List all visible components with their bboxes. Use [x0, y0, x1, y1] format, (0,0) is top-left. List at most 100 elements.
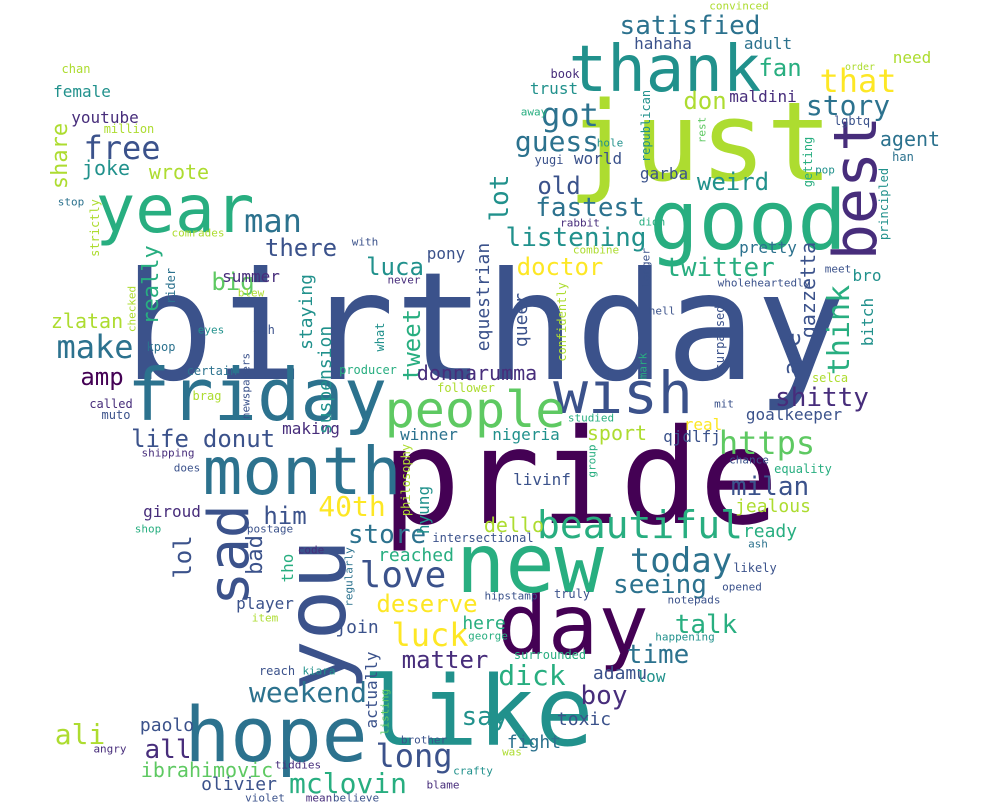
cloud-word: big	[211, 268, 255, 296]
cloud-word: talk	[674, 610, 738, 640]
cloud-word: wish	[553, 359, 693, 427]
cloud-word: like	[362, 656, 594, 768]
cloud-word: likely	[733, 561, 777, 575]
cloud-word: studied	[567, 411, 615, 425]
cloud-word: luca	[366, 253, 424, 281]
cloud-word: doctor	[516, 253, 604, 281]
cloud-word: comrades	[171, 226, 225, 240]
cloud-word: fastest	[535, 193, 645, 223]
cloud-word: maldini	[729, 87, 797, 106]
cloud-word: livinf	[513, 470, 571, 489]
cloud-word: share	[48, 122, 73, 190]
cloud-word: surrounded	[513, 648, 587, 662]
cloud-word: does	[173, 461, 201, 475]
cloud-word: fight	[506, 732, 562, 753]
cloud-word: are	[778, 332, 806, 376]
cloud-word: there	[264, 234, 338, 262]
cloud-word: all	[144, 735, 192, 765]
cloud-word: mclovin	[288, 767, 408, 800]
cloud-word: believe	[332, 791, 380, 805]
cloud-word: reach	[258, 664, 296, 678]
cloud-word: gazzetta	[796, 241, 820, 339]
cloud-word: hipstamp	[484, 589, 538, 603]
cloud-word: blame	[426, 778, 460, 792]
cloud-word: truly	[553, 587, 591, 601]
cloud-word: strictly	[88, 199, 102, 257]
cloud-word: today	[629, 541, 733, 581]
cloud-word: han	[892, 150, 914, 164]
cloud-word: dick	[498, 659, 566, 692]
cloud-word: intersectional	[432, 531, 534, 545]
cloud-word: need	[892, 48, 932, 67]
cloud-word: brother	[400, 733, 448, 747]
cloud-word: joke	[81, 156, 131, 180]
cloud-word: making	[282, 419, 340, 438]
cloud-word: toxic	[556, 709, 612, 730]
cloud-word: producer	[339, 363, 397, 377]
cloud-word: equality	[774, 462, 832, 476]
cloud-word: world	[573, 149, 623, 168]
cloud-word: shipping	[141, 446, 195, 460]
cloud-word: hole	[596, 136, 624, 150]
cloud-word: group	[585, 444, 599, 478]
cloud-word: away	[520, 105, 548, 119]
cloud-word: story	[805, 89, 891, 122]
cloud-word: rabbit	[560, 216, 600, 230]
cloud-word: weekend	[248, 676, 368, 709]
cloud-word: trust	[529, 79, 579, 98]
cloud-word: ash	[748, 537, 768, 551]
cloud-word: never	[387, 273, 421, 287]
cloud-word: postage	[246, 522, 294, 536]
cloud-word: deserve	[376, 590, 478, 618]
cloud-word: hell	[648, 304, 676, 318]
cloud-word: what	[373, 322, 387, 352]
cloud-word: lol	[169, 535, 197, 579]
cloud-word: shitty	[775, 383, 869, 413]
cloud-word: day	[497, 576, 649, 674]
cloud-word: twitter	[665, 253, 775, 283]
cloud-word: certain	[186, 364, 238, 378]
cloud-word: old	[537, 172, 581, 200]
cloud-word: time	[626, 640, 690, 670]
cloud-word: free	[83, 129, 161, 167]
cloud-word: didn	[638, 215, 666, 229]
cloud-word: pride	[381, 401, 779, 555]
cloud-word: angry	[93, 742, 127, 756]
cloud-word: queer	[511, 292, 532, 348]
cloud-word: equestrian	[473, 242, 494, 352]
cloud-word: adult	[743, 34, 793, 53]
cloud-word: ibrahimovic	[140, 758, 274, 782]
cloud-word: seeing	[613, 570, 707, 600]
cloud-word: violet	[245, 791, 285, 805]
cloud-word: join	[335, 617, 379, 638]
cloud-word: youtube	[71, 108, 139, 127]
cloud-word: regularly	[342, 547, 356, 607]
cloud-word: matter	[401, 646, 489, 674]
cloud-word: boy	[580, 681, 628, 711]
cloud-word: new	[455, 517, 605, 612]
cloud-word: meet	[824, 262, 852, 276]
cloud-word: pony	[426, 244, 466, 263]
cloud-word: fan	[758, 54, 802, 82]
cloud-word: low	[636, 667, 666, 686]
cloud-word: satisfied	[619, 11, 761, 41]
cloud-word: bad	[243, 535, 268, 575]
cloud-word: him	[263, 502, 307, 530]
cloud-word: longer	[639, 248, 653, 288]
cloud-word: staying	[296, 274, 317, 350]
cloud-word: winner	[400, 425, 458, 444]
cloud-word: think	[822, 284, 857, 376]
cloud-word: amp	[80, 363, 124, 391]
cloud-word: chan	[61, 62, 91, 76]
cloud-word: ali	[54, 718, 106, 751]
cloud-word: listening	[505, 223, 647, 253]
cloud-word: 8th	[253, 323, 275, 337]
cloud-word: happening	[655, 630, 715, 644]
cloud-word: got	[541, 96, 599, 134]
cloud-word: newspapers	[239, 352, 253, 420]
cloud-word: here	[462, 613, 506, 634]
cloud-word: muto	[101, 408, 131, 422]
cloud-word: qjdlfj	[663, 427, 721, 446]
cloud-word: love	[359, 555, 447, 596]
cloud-word: item	[251, 611, 279, 625]
